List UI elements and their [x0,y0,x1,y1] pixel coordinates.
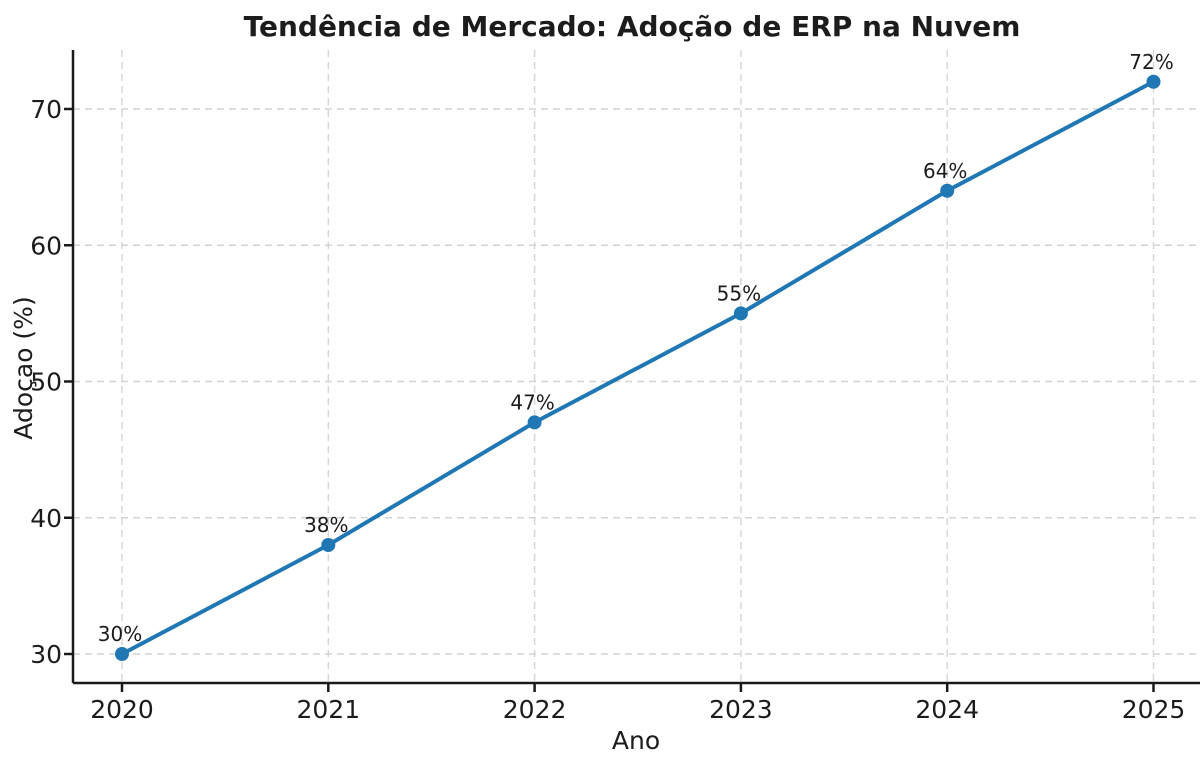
x-tick-label: 2025 [1122,695,1186,724]
x-tick-label: 2024 [915,695,979,724]
data-point-marker [733,306,748,321]
data-point-label: 38% [304,513,348,537]
series-line [120,79,1156,656]
x-tick-label: 2023 [709,695,773,724]
data-point-marker [321,538,336,552]
data-point-marker [940,183,955,198]
y-tick-label: 60 [30,231,62,260]
data-point-label: 47% [510,390,554,414]
tick-labels: 2020 2021 2022 2023 2024 2025 30 40 50 60 70 [30,95,1185,724]
x-axis-label: Ano [612,726,660,755]
y-tick-label: 70 [30,95,62,124]
data-point-marker [115,647,129,661]
y-axis-label: Adoçao (%) [9,296,38,439]
axes [64,50,1200,692]
series-adocao-erp [115,74,1161,661]
y-tick-label: 50 [30,368,62,397]
data-point-marker [1146,74,1161,89]
x-tick-label: 2021 [296,695,360,724]
data-point-label: 72% [1129,50,1173,74]
x-tick-label: 2022 [503,695,567,724]
data-point-labels: 30% 38% 47% 55% 64% 72% [98,50,1174,646]
gridlines [73,50,1200,683]
data-point-label: 30% [98,622,142,646]
x-tick-label: 2020 [90,695,154,724]
data-point-label: 64% [923,159,967,183]
data-point-label: 55% [717,281,761,305]
y-tick-label: 40 [30,504,62,533]
chart-title: Tendência de Mercado: Adoção de ERP na N… [244,10,1021,43]
data-point-marker [527,415,542,430]
y-tick-label: 30 [30,640,62,669]
